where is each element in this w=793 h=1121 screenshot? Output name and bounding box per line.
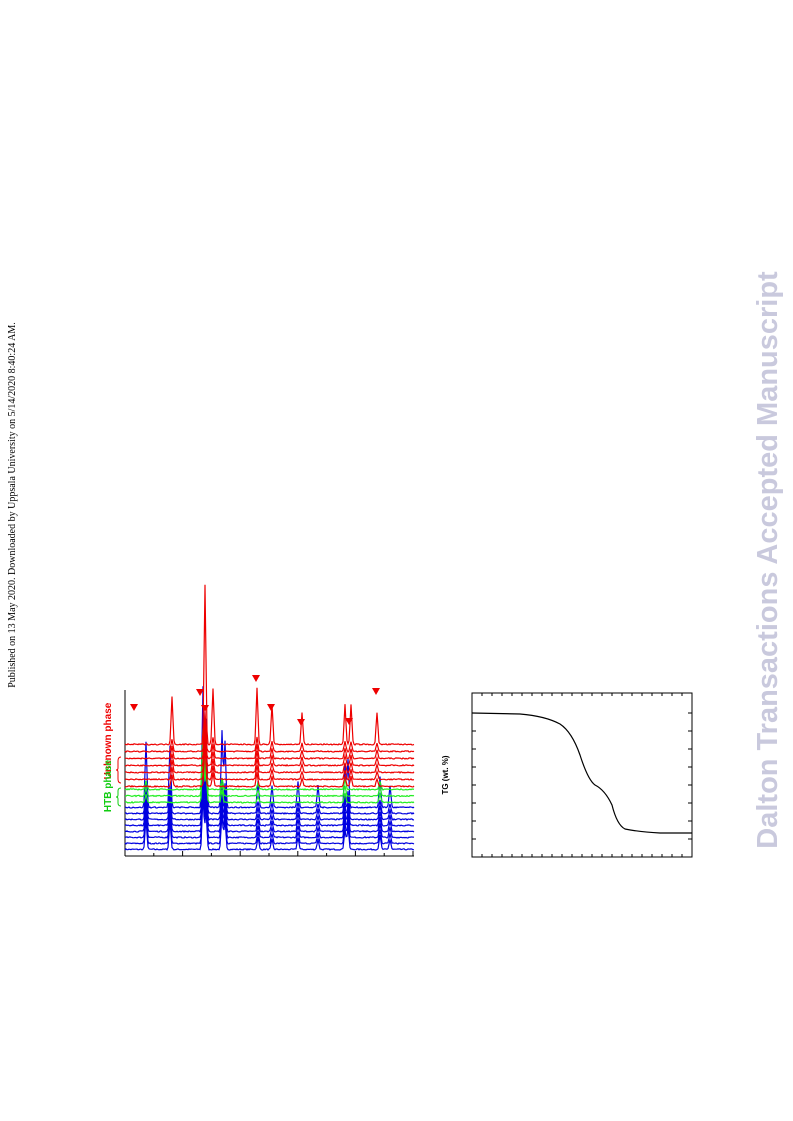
xrd-trace: [124, 745, 415, 788]
phase-label: Unknown phase: [103, 702, 114, 779]
xrd-trace: [124, 728, 415, 791]
tg-curve: [471, 712, 692, 834]
xrd-trace: [124, 724, 415, 767]
xrd-trace: [124, 787, 415, 845]
peak-marker: [297, 719, 305, 726]
watermark: Dalton Transactions Accepted Manuscript: [752, 271, 784, 849]
xrd-trace: [124, 769, 414, 827]
phase-label: HTB phase: [103, 759, 114, 812]
xrd-trace: [124, 732, 415, 774]
xrd-trace: [125, 718, 415, 760]
peak-marker: [252, 675, 260, 682]
xrd-figure: Unknown phase HTB phase: [103, 584, 415, 857]
peak-marker: [372, 688, 380, 695]
bracket: [115, 787, 122, 807]
peak-marker: [196, 689, 204, 696]
xrd-trace: [124, 739, 415, 781]
xrd-trace: [124, 781, 415, 839]
peak-marker: [201, 705, 209, 712]
peak-marker: [267, 704, 275, 711]
xrd-trace: [124, 711, 415, 753]
xrd-trace: [124, 794, 415, 851]
xrd-trace: [125, 735, 415, 798]
xrd-trace: [124, 686, 415, 809]
side-note: Published on 13 May 2020. Downloaded by …: [7, 322, 18, 688]
xrd-trace: [124, 584, 415, 746]
xrd-trace: [124, 776, 415, 833]
y-axis-label: TG (wt. %): [441, 755, 450, 794]
peak-marker: [345, 718, 353, 725]
xrd-trace: [124, 758, 415, 815]
xrd-trace: [124, 764, 415, 821]
bracket: [115, 756, 122, 784]
peak-marker: [130, 704, 138, 711]
xrd-trace: [124, 742, 415, 804]
tg-figure: TG (wt. %): [441, 692, 693, 858]
